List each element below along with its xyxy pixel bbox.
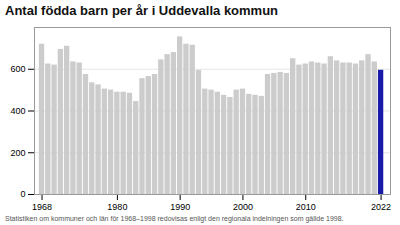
svg-text:400: 400 xyxy=(10,106,25,116)
svg-text:0: 0 xyxy=(20,189,25,199)
svg-text:1990: 1990 xyxy=(170,202,190,212)
html-text:Statistiken om kommuner och lä: Statistiken om kommuner och län för 1968… xyxy=(5,215,344,222)
html-text:Antal födda barn per år i Udde: Antal födda barn per år i Uddevalla komm… xyxy=(5,3,279,18)
svg-text:2000: 2000 xyxy=(233,202,253,212)
svg-text:600: 600 xyxy=(10,64,25,74)
svg-text:1980: 1980 xyxy=(107,202,127,212)
svg-text:200: 200 xyxy=(10,148,25,158)
svg-text:2010: 2010 xyxy=(296,202,316,212)
svg-text:1968: 1968 xyxy=(32,202,52,212)
svg-text:2022: 2022 xyxy=(371,202,391,212)
